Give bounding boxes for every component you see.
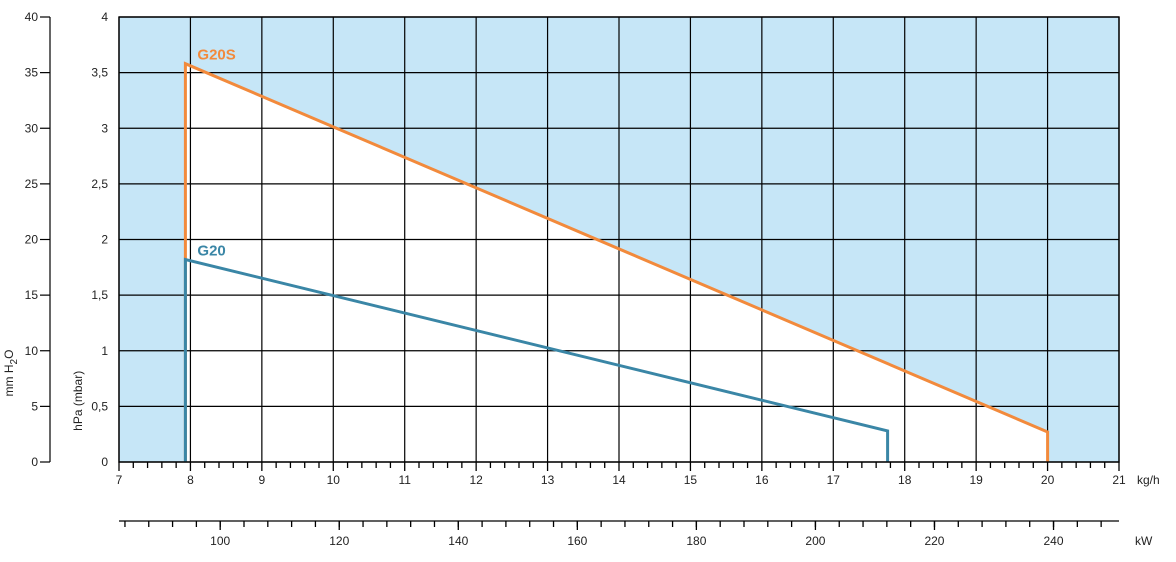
y-tick-label: 4 <box>101 10 108 24</box>
y2-tick-label: 40 <box>25 10 39 24</box>
y2-tick-label: 25 <box>25 177 39 191</box>
x2-tick-label: 140 <box>448 534 468 548</box>
y-tick-label: 2 <box>101 233 108 247</box>
x2-tick-label: 100 <box>210 534 230 548</box>
y-tick-label: 0,5 <box>91 399 108 413</box>
y2-tick-label: 20 <box>25 233 39 247</box>
x-axis-unit: kg/h <box>1137 473 1160 487</box>
x2-tick-label: 180 <box>686 534 706 548</box>
series-label-g20: G20 <box>197 243 225 260</box>
series-line-g20 <box>183 257 890 462</box>
y-tick-label: 1 <box>101 344 108 358</box>
plot-border <box>118 16 1120 463</box>
x-tick-label: 8 <box>187 473 194 487</box>
x2-tick-label: 240 <box>1044 534 1064 548</box>
y2-tick-label: 30 <box>25 121 39 135</box>
x-tick-label: 12 <box>469 473 483 487</box>
x2-tick-label: 160 <box>567 534 587 548</box>
x2-tick-label: 120 <box>329 534 349 548</box>
y-axis-hpa: 0 0,5 1 1,5 2 2,5 3 3,5 4 hPa (mbar) <box>71 10 108 469</box>
x-tick-label: 10 <box>327 473 341 487</box>
x-tick-label: 21 <box>1112 473 1126 487</box>
y-tick-label: 2,5 <box>91 177 108 191</box>
x-tick-label: 11 <box>398 473 411 487</box>
y2-axis-title: mm H2O <box>2 350 20 397</box>
x2-tick-label: 200 <box>805 534 825 548</box>
x-tick-label: 14 <box>612 473 626 487</box>
x-tick-label: 16 <box>755 473 769 487</box>
x-tick-label: 13 <box>541 473 555 487</box>
working-area-fill <box>185 63 1048 462</box>
series-label-g20s: G20S <box>197 47 235 64</box>
y2-tick-label: 0 <box>31 455 38 469</box>
x2-tick-label: 220 <box>924 534 944 548</box>
y-tick-label: 0 <box>101 455 108 469</box>
x-tick-label: 19 <box>969 473 983 487</box>
y2-tick-label: 5 <box>31 399 38 413</box>
x-axis-kgh: 7 8 9 10 11 12 13 14 15 16 17 18 19 20 21 kg/h <box>116 462 1160 487</box>
y-axis-title: hPa (mbar) <box>71 371 85 431</box>
y-axis-mmh2o: 0 5 10 15 20 25 30 35 40 mm H2O <box>2 10 51 469</box>
y2-tick-label: 10 <box>25 344 39 358</box>
y-tick-label: 3,5 <box>91 66 108 80</box>
y2-tick-label: 15 <box>25 288 39 302</box>
x-tick-label: 7 <box>116 473 123 487</box>
x-tick-label: 9 <box>259 473 266 487</box>
x-axis-kw: 100 120 140 160 180 200 220 240 kW <box>119 520 1153 548</box>
x-tick-label: 15 <box>684 473 698 487</box>
x-tick-label: 17 <box>827 473 841 487</box>
y-tick-label: 1,5 <box>91 288 108 302</box>
x2-axis-unit: kW <box>1135 534 1153 548</box>
y-tick-label: 3 <box>101 121 108 135</box>
x-tick-label: 20 <box>1041 473 1055 487</box>
x-tick-label: 18 <box>898 473 912 487</box>
y2-tick-label: 35 <box>25 66 39 80</box>
